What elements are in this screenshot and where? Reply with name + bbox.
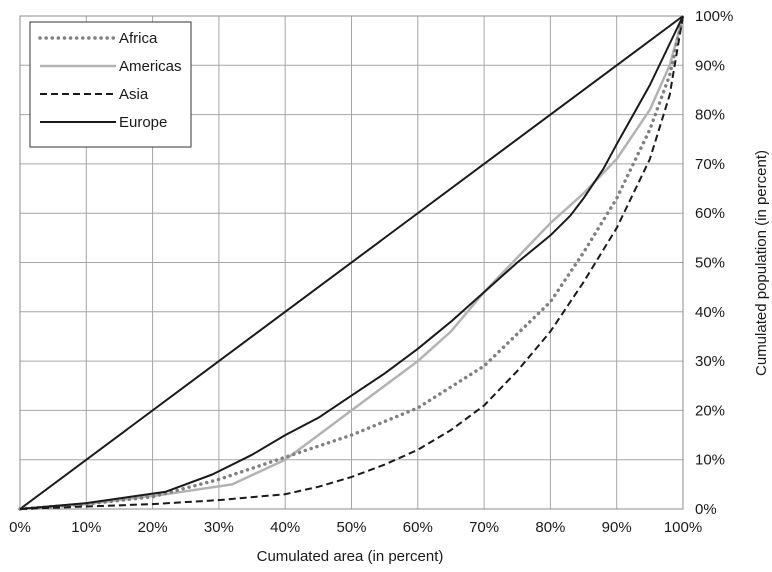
legend-label-africa: Africa [119, 30, 158, 47]
x-tick-label: 90% [602, 519, 632, 536]
x-tick-label: 0% [9, 519, 31, 536]
x-tick-label: 40% [270, 519, 300, 536]
x-tick-label: 50% [336, 519, 366, 536]
legend-label-asia: Asia [119, 86, 149, 103]
x-axis-label: Cumulated area (in percent) [257, 548, 444, 565]
x-tick-label: 70% [469, 519, 499, 536]
legend-label-americas: Americas [119, 58, 182, 75]
legend-label-europe: Europe [119, 114, 167, 131]
plot-frame [19, 15, 684, 510]
y-tick-label: 100% [695, 8, 733, 25]
x-axis: 0% 10% 20% 30% 40% 50% 60% 70% 80% 90% 100% [9, 519, 702, 536]
x-tick-label: 60% [403, 519, 433, 536]
y-tick-label: 80% [695, 107, 725, 124]
series-line-africa [18, 14, 685, 511]
series-line-americas [19, 15, 685, 511]
y-tick-label: 0% [695, 501, 717, 518]
plot-lines [18, 14, 685, 511]
x-tick-label: 100% [664, 519, 702, 536]
y-tick-label: 40% [695, 304, 725, 321]
x-tick-label: 80% [535, 519, 565, 536]
y-tick-label: 70% [695, 156, 725, 173]
x-tick-label: 20% [138, 519, 168, 536]
x-tick-label: 30% [204, 519, 234, 536]
series-line-asia [19, 15, 684, 510]
x-tick-label: 10% [71, 519, 101, 536]
y-tick-label: 60% [695, 205, 725, 222]
y-tick-label: 90% [695, 57, 725, 74]
y-tick-label: 30% [695, 353, 725, 370]
y-tick-label: 10% [695, 452, 725, 469]
y-tick-label: 20% [695, 402, 725, 419]
equality-line [19, 15, 684, 510]
legend: Africa Americas Asia Europe [29, 21, 192, 148]
legend-box [29, 21, 192, 148]
series-line-europe [19, 15, 684, 510]
y-axis: 0% 10% 20% 30% 40% 50% 60% 70% 80% 90% 100% [695, 8, 733, 518]
y-axis-label: Cumulated population (in percent) [753, 150, 770, 376]
y-tick-label: 50% [695, 255, 725, 272]
